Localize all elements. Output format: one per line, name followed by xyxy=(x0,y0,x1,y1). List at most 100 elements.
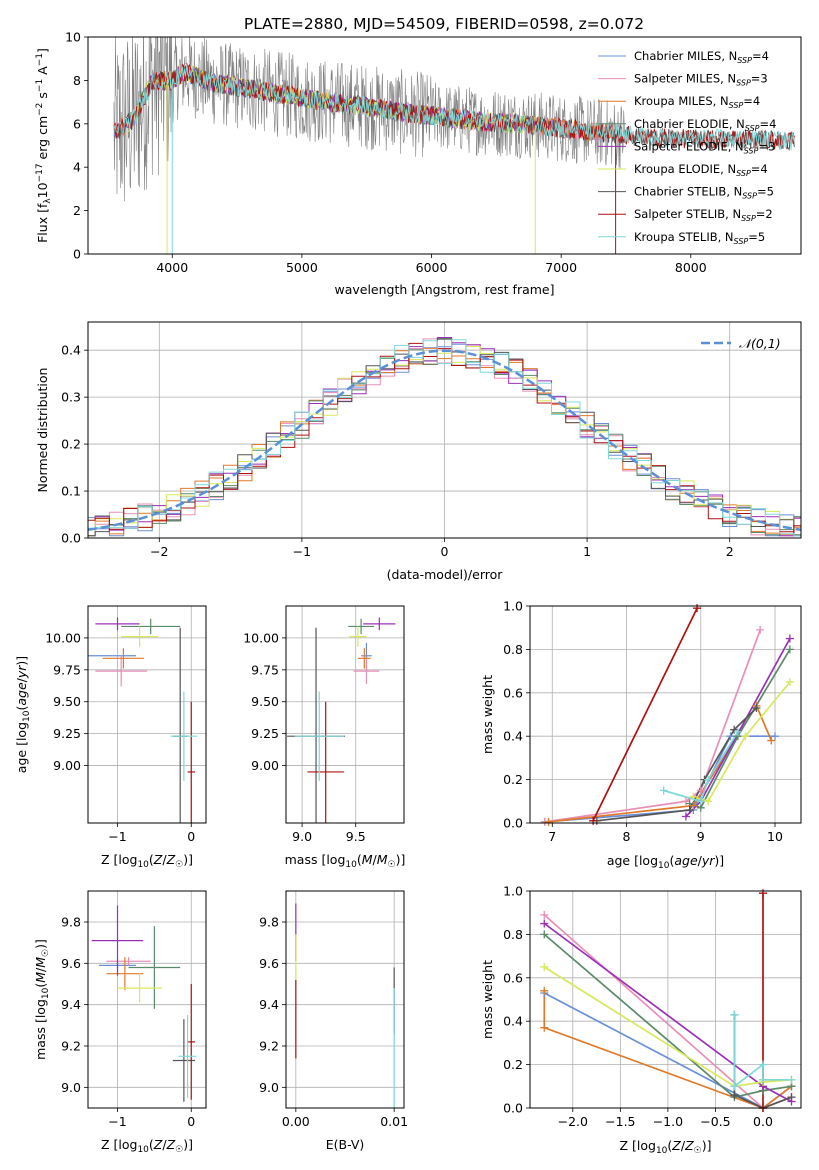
label-part: age xyxy=(674,853,698,868)
x-tick-label: 0.0 xyxy=(753,1114,773,1129)
y-tick-label: 4 xyxy=(73,160,81,175)
weight-marker-kroupa-stelib xyxy=(758,1060,767,1069)
label-part: s xyxy=(35,92,50,103)
axes-frame xyxy=(285,890,405,1109)
y-tick-label: 0.4 xyxy=(503,1014,523,1029)
x-tick-label: −2.0 xyxy=(558,1114,588,1129)
weight-marker-kroupa-stelib xyxy=(696,797,705,806)
axes-frame xyxy=(87,605,207,824)
figure-title: PLATE=2880, MJD=54509, FIBERID=0598, z=0… xyxy=(244,15,644,33)
y-tick-label: 0.0 xyxy=(503,816,523,831)
label-part: ☉ xyxy=(175,1145,183,1155)
label-part: ( xyxy=(669,853,674,868)
y-tick-label: 9.4 xyxy=(259,997,279,1012)
mass-vs-ebv-panel: 0.00 0.01 9.0 9.2 9.4 9.6 9.8 E(B-V) xyxy=(259,890,408,1152)
legend-label-part: Salpeter ELODIE, N xyxy=(634,139,744,153)
weight-marker-kroupa-elodie xyxy=(689,792,698,801)
legend-label: Chabrier ELODIE, NSSP=4 xyxy=(634,117,776,133)
y-tick-label: 9.25 xyxy=(251,726,279,741)
weight-marker-chabrier-elodie xyxy=(540,930,549,939)
y-tick-label: 0.0 xyxy=(61,531,81,546)
legend-label-part: Chabrier MILES, N xyxy=(634,49,737,63)
residuals-panel: −2 −1 0 1 2 0.0 0.1 0.2 0.3 0.4 (data-model)/error… xyxy=(35,321,802,582)
label-part: )] xyxy=(33,939,48,949)
weight-marker-chabrier-stelib xyxy=(685,805,694,814)
label-part: Z [log xyxy=(619,1138,655,1153)
legend-label-part: Chabrier ELODIE, N xyxy=(634,117,745,131)
mass-vs-metallicity-panel: −1 09.09.29.49.69.8Z [log10(Z/Z☉)]mass [l… xyxy=(33,890,207,1155)
legend-label-part: SSP xyxy=(741,214,756,223)
weight-line-kroupa-miles xyxy=(543,990,793,1108)
weight-marker-kroupa-elodie xyxy=(741,732,750,741)
legend-label-part: =2 xyxy=(756,207,773,221)
label-part: 10 xyxy=(22,710,32,722)
legend-label-part: Kroupa ELODIE, N xyxy=(634,162,736,176)
y-tick-label: 0.2 xyxy=(503,1057,523,1072)
weight-marker-chabrier-stelib xyxy=(787,1093,796,1102)
label-part: ( xyxy=(667,1138,672,1153)
weight-marker-salpeter-stelib xyxy=(758,889,767,898)
y-tick-label: 2 xyxy=(73,203,81,218)
x-tick-label: 9 xyxy=(697,829,705,844)
label-part: age [log xyxy=(14,722,29,773)
y-tick-label: 0.8 xyxy=(503,642,523,657)
y-tick-label: 0.4 xyxy=(61,343,81,358)
label-part: −1 xyxy=(35,53,45,66)
legend-label-part: =4 xyxy=(760,117,777,131)
weight-marker-salpeter-elodie xyxy=(785,634,794,643)
y-tick-label: 9.6 xyxy=(61,956,81,971)
x-tick-label: 0 xyxy=(187,829,195,844)
weight-marker-salpeter-miles xyxy=(756,625,765,634)
weight-line-salpeter-stelib xyxy=(592,607,698,822)
label-part: yr xyxy=(14,665,29,679)
label-part: )] xyxy=(183,1137,193,1152)
model-spectrum-salpeter-stelib xyxy=(113,63,795,151)
weight-marker-kroupa-stelib xyxy=(730,1010,739,1019)
label-part: ( xyxy=(149,852,154,867)
legend-label-part: =5 xyxy=(757,185,774,199)
observed-spectrum xyxy=(113,37,795,202)
legend-label: Salpeter ELODIE, NSSP=3 xyxy=(634,139,775,155)
y-tick-label: 0.6 xyxy=(503,685,523,700)
y-tick-label: 1.0 xyxy=(503,884,523,899)
y-tick-label: 0.4 xyxy=(503,729,523,744)
label-part: 10 xyxy=(345,860,357,870)
plot-area xyxy=(113,37,795,254)
weight-vs-metallicity-panel: −2.0 −1.5 −1.0 −0.5 0.0 0.0 0.2 0.4 0.6 0.8 1.0 Z [… xyxy=(480,884,802,1156)
y-tick-label: 8 xyxy=(73,73,81,88)
legend-label: 𝒩(0,1) xyxy=(739,336,781,351)
label-part: mass [log xyxy=(33,999,48,1060)
weight-marker-kroupa-stelib xyxy=(787,1075,796,1084)
y-tick-label: 9.8 xyxy=(61,915,81,930)
histogram-kroupa-elodie xyxy=(88,346,801,537)
x-tick-label: 0 xyxy=(187,1114,195,1129)
plot-area xyxy=(287,617,396,823)
weight-marker-chabrier-stelib xyxy=(730,1090,739,1099)
y-tick-label: 9.2 xyxy=(259,1039,279,1054)
y-tick-label: 0.3 xyxy=(61,390,81,405)
legend-label-part: SSP xyxy=(742,192,757,201)
histogram-kroupa-miles xyxy=(88,347,801,537)
y-axis-label: age [log10(age/yr)] xyxy=(14,656,32,773)
y-axis-label: Flux [fλ10−17 erg cm−2 s−1 A−1] xyxy=(35,48,53,243)
label-part: 10 xyxy=(658,861,670,871)
legend-label-part: Kroupa STELIB, N xyxy=(634,230,734,244)
x-tick-label: 8 xyxy=(623,829,631,844)
y-tick-label: 9.00 xyxy=(53,758,81,773)
weight-marker-chabrier-miles xyxy=(771,732,780,741)
x-tick-label: −1 xyxy=(108,1114,126,1129)
x-tick-label: −1 xyxy=(108,829,126,844)
weight-marker-kroupa-stelib xyxy=(733,727,742,736)
y-tick-label: 0.6 xyxy=(503,970,523,985)
label-part: Z [log xyxy=(101,1137,137,1152)
label-part: 10 xyxy=(137,1145,149,1155)
axes-frame xyxy=(285,605,405,824)
legend-label: Kroupa MILES, NSSP=4 xyxy=(634,94,760,110)
y-tick-label: 9.50 xyxy=(53,694,81,709)
x-tick-label: 10 xyxy=(767,829,783,844)
label-part: M xyxy=(33,957,48,968)
weight-marker-kroupa-stelib xyxy=(758,1075,767,1084)
histogram-chabrier-elodie xyxy=(88,337,801,537)
legend-label-part: SSP xyxy=(736,169,751,178)
